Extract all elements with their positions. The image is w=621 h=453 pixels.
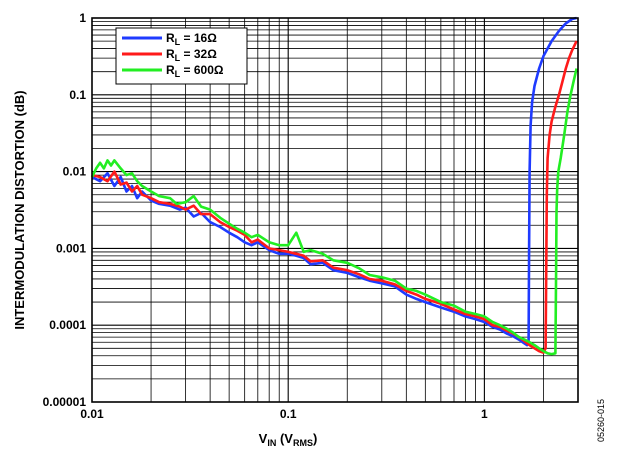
legend-label-3: RL = 600Ω — [166, 63, 224, 79]
y-tick-label: 0.01 — [63, 165, 87, 179]
x-tick-label: 1 — [481, 407, 488, 421]
x-axis-title-main: V — [259, 431, 268, 446]
legend-label-rest: = 600Ω — [180, 63, 224, 77]
legend-box — [115, 27, 248, 85]
legend-label-2: RL = 32Ω — [166, 47, 217, 63]
legend-label-sub: L — [175, 37, 181, 47]
figure-id: 05260-015 — [596, 399, 606, 442]
x-axis-title-sub: IN — [267, 438, 276, 448]
series-line-2 — [91, 40, 578, 354]
x-axis-tick-labels: 0.01 0.1 1 — [80, 407, 488, 421]
y-tick-label: 0.001 — [56, 241, 86, 255]
y-tick-label: 0.00001 — [43, 395, 87, 409]
series-line-3 — [90, 68, 578, 356]
legend-label-main: R — [166, 47, 175, 61]
plot-frame — [91, 17, 579, 403]
x-axis-title-paren-open: (V — [276, 431, 293, 446]
legend-label-rest: = 32Ω — [180, 47, 217, 61]
series-line-1 — [91, 16, 577, 347]
x-axis-title-paren-close: ) — [313, 431, 317, 446]
y-tick-label: 0.0001 — [49, 318, 86, 332]
x-tick-label: 0.1 — [280, 407, 297, 421]
y-tick-label: 1 — [79, 11, 86, 25]
y-axis-tick-labels: 1 0.1 0.01 0.001 0.0001 0.00001 — [43, 11, 87, 409]
legend-label-main: R — [166, 31, 175, 45]
legend-label-main: R — [166, 63, 175, 77]
x-axis-title-paren-sub: RMS — [293, 438, 313, 448]
series-lines — [90, 16, 578, 356]
legend-label-sub: L — [175, 69, 181, 79]
legend-label-1: RL = 16Ω — [166, 31, 217, 47]
y-axis-title: INTERMODULATION DISTORTION (dB) — [12, 90, 27, 329]
y-tick-label: 0.1 — [69, 88, 86, 102]
legend-label-rest: = 16Ω — [180, 31, 217, 45]
x-axis-title: VIN (VRMS) — [259, 431, 318, 448]
x-tick-label: 0.01 — [80, 407, 104, 421]
legend-label-sub: L — [175, 53, 181, 63]
